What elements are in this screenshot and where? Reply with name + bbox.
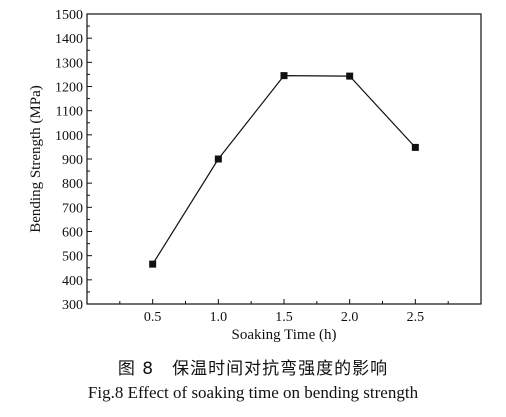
y-tick-label: 800 bbox=[62, 177, 83, 192]
y-tick-label: 1000 bbox=[55, 129, 83, 144]
y-tick-label: 700 bbox=[62, 201, 83, 216]
series-layer bbox=[149, 72, 419, 268]
y-tick-label: 400 bbox=[62, 274, 83, 289]
y-tick-label: 500 bbox=[62, 250, 83, 265]
data-point-marker bbox=[214, 155, 222, 163]
x-tick-label: 2.5 bbox=[407, 310, 425, 325]
y-tick-label: 1300 bbox=[55, 56, 83, 71]
plot-border bbox=[86, 13, 482, 305]
data-point-marker bbox=[346, 72, 354, 80]
data-point-marker bbox=[280, 72, 288, 80]
bending-strength-chart: 300 400 500 600 700 800 900 1000 1100 1200 1300 140… bbox=[28, 8, 482, 343]
figure-caption-chinese: 图 8 保温时间对抗弯强度的影响 bbox=[117, 359, 389, 379]
x-tick-label: 2.0 bbox=[341, 310, 359, 325]
plot-frame bbox=[86, 13, 482, 305]
y-tick-label: 1100 bbox=[56, 105, 83, 120]
x-tick-label: 0.5 bbox=[144, 310, 162, 325]
x-tick-label: 1.5 bbox=[275, 310, 293, 325]
y-tick-label: 1500 bbox=[55, 8, 83, 23]
y-tick-label: 1400 bbox=[55, 32, 83, 47]
y-tick-label: 600 bbox=[62, 226, 83, 241]
x-axis-ticks: 0.5 1.0 1.5 2.0 2.5 bbox=[119, 299, 449, 325]
x-axis-title: Soaking Time (h) bbox=[231, 327, 336, 343]
data-point-marker bbox=[149, 260, 157, 268]
figure-caption-english: Fig.8 Effect of soaking time on bending … bbox=[87, 383, 419, 402]
y-tick-label: 300 bbox=[62, 298, 83, 313]
data-point-marker bbox=[411, 143, 419, 151]
series-line bbox=[152, 75, 416, 265]
y-tick-label: 1200 bbox=[55, 81, 83, 96]
y-axis-ticks: 300 400 500 600 700 800 900 1000 1100 1200 1300 140… bbox=[55, 8, 92, 313]
y-axis-title: Bending Strength (MPa) bbox=[28, 85, 44, 233]
x-tick-label: 1.0 bbox=[210, 310, 228, 325]
y-tick-label: 900 bbox=[62, 153, 83, 168]
